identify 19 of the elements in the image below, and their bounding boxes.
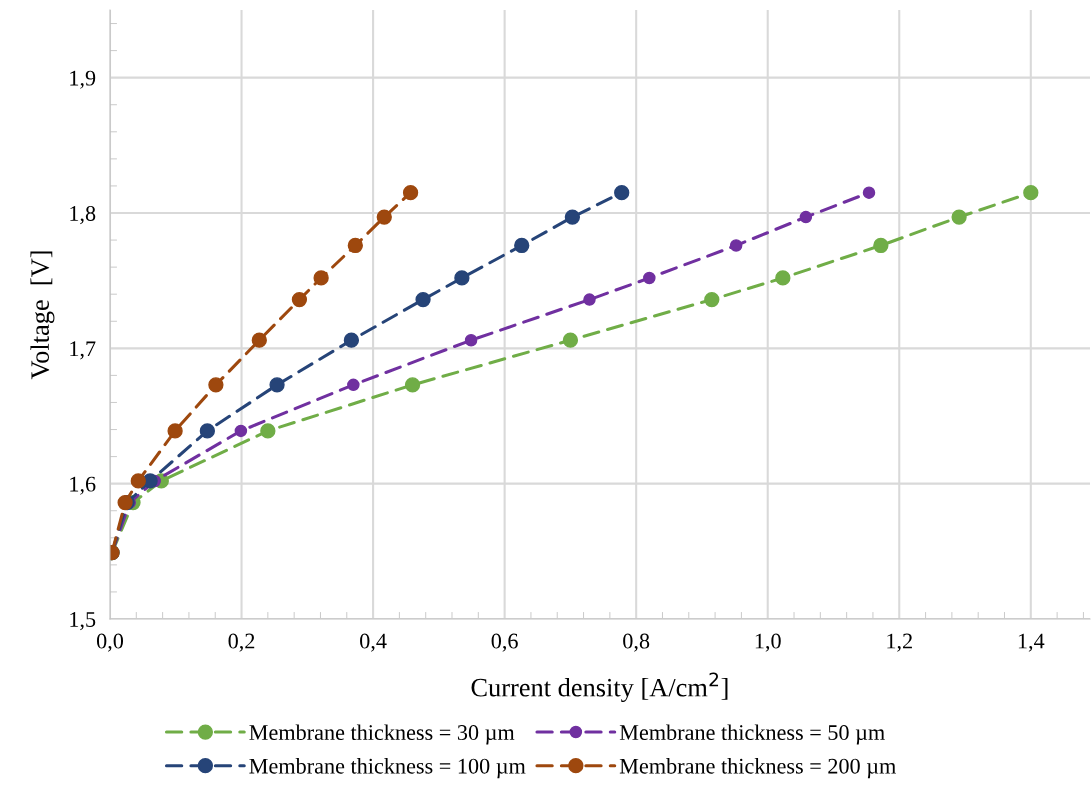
y-tick-label: 1,7 [70, 341, 96, 360]
x-axis-title: Current density [A/cm$^{2}$] [471, 672, 728, 702]
y-tick-label: 1,6 [70, 476, 96, 495]
x-tick-label: 0,4 [360, 633, 387, 652]
y-axis-title: Voltage [V] [30, 251, 55, 380]
x-tick-label: 1,2 [887, 633, 912, 652]
y-tick-label: 1,9 [70, 70, 96, 89]
x-tick-label: 0,0 [96, 633, 124, 652]
x-tick-label: 0,8 [623, 633, 650, 652]
legend-label: Membrane thickness = 50 µm [619, 724, 885, 745]
legend-label: Membrane thickness = 200 µm [619, 758, 896, 779]
x-tick-label: 0,6 [491, 633, 518, 652]
legend-label: Membrane thickness = 100 µm [249, 758, 526, 779]
x-tick-label: 0,2 [228, 633, 255, 652]
y-tick-label: 1,8 [70, 205, 96, 225]
y-tick-label: 1,5 [70, 612, 96, 631]
legend-label: Membrane thickness = 30 µm [249, 724, 515, 745]
x-tick-label: 1,0 [755, 633, 781, 652]
x-tick-label: 1,4 [1018, 633, 1045, 652]
